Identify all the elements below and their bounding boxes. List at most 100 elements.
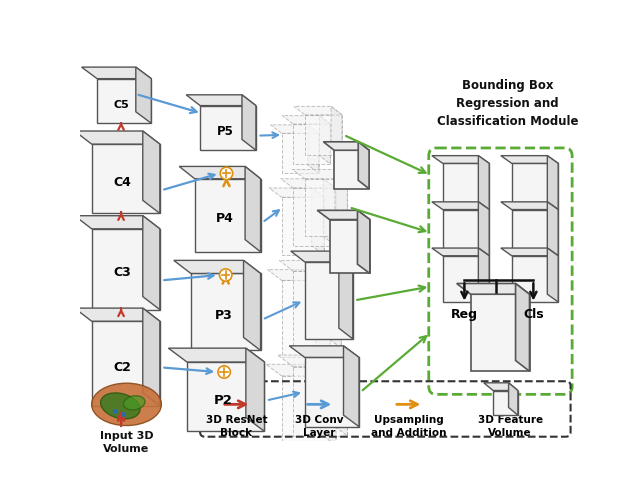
Polygon shape	[187, 362, 264, 431]
Text: 3D Conv
Layer: 3D Conv Layer	[295, 415, 344, 438]
Polygon shape	[320, 364, 336, 445]
Polygon shape	[282, 197, 324, 255]
Polygon shape	[501, 155, 558, 163]
Polygon shape	[335, 169, 348, 237]
Polygon shape	[323, 179, 336, 246]
Polygon shape	[293, 124, 330, 164]
Polygon shape	[501, 202, 558, 209]
Polygon shape	[143, 308, 160, 406]
Polygon shape	[358, 210, 370, 273]
Ellipse shape	[124, 396, 145, 410]
Text: P2: P2	[214, 394, 233, 407]
Polygon shape	[334, 150, 369, 189]
Polygon shape	[443, 209, 489, 256]
Text: C4: C4	[114, 176, 132, 189]
Polygon shape	[246, 348, 264, 431]
Polygon shape	[293, 367, 348, 436]
Polygon shape	[478, 155, 489, 209]
Polygon shape	[282, 376, 336, 445]
Polygon shape	[143, 131, 160, 213]
Text: 3D Feature
Volume: 3D Feature Volume	[477, 415, 543, 438]
Polygon shape	[81, 67, 151, 79]
Polygon shape	[484, 383, 518, 391]
Polygon shape	[97, 79, 151, 123]
Circle shape	[220, 167, 233, 180]
Text: Reg: Reg	[451, 308, 478, 321]
Polygon shape	[242, 95, 256, 150]
Polygon shape	[282, 133, 319, 173]
Polygon shape	[200, 105, 256, 150]
Polygon shape	[269, 188, 324, 197]
Text: Input 3D
Volume: Input 3D Volume	[100, 431, 154, 454]
Polygon shape	[511, 209, 558, 256]
Polygon shape	[316, 270, 330, 357]
Text: P3: P3	[214, 309, 232, 322]
Polygon shape	[344, 346, 359, 427]
Polygon shape	[358, 142, 369, 189]
Polygon shape	[75, 308, 160, 321]
Text: C3: C3	[114, 266, 131, 279]
Polygon shape	[308, 125, 319, 173]
Polygon shape	[516, 284, 529, 371]
Polygon shape	[501, 248, 558, 256]
Polygon shape	[319, 116, 330, 164]
Polygon shape	[136, 67, 151, 123]
Polygon shape	[432, 248, 489, 256]
Polygon shape	[291, 251, 353, 262]
Polygon shape	[244, 260, 260, 350]
Text: Cls: Cls	[523, 308, 544, 321]
Polygon shape	[305, 357, 359, 427]
Polygon shape	[92, 229, 160, 310]
Polygon shape	[278, 355, 348, 367]
Polygon shape	[323, 142, 369, 150]
Polygon shape	[282, 280, 330, 357]
Polygon shape	[143, 216, 160, 310]
Polygon shape	[245, 166, 260, 252]
Polygon shape	[75, 131, 160, 144]
Polygon shape	[293, 271, 341, 348]
Polygon shape	[478, 202, 489, 256]
Polygon shape	[271, 125, 319, 133]
Polygon shape	[266, 364, 336, 376]
Polygon shape	[289, 346, 359, 357]
Polygon shape	[432, 202, 489, 209]
Polygon shape	[92, 321, 160, 406]
Polygon shape	[339, 251, 353, 339]
Polygon shape	[294, 106, 342, 115]
Polygon shape	[279, 260, 341, 271]
Polygon shape	[92, 144, 160, 213]
Polygon shape	[305, 115, 342, 155]
Polygon shape	[493, 391, 518, 415]
Polygon shape	[511, 256, 558, 302]
Polygon shape	[293, 188, 336, 246]
Polygon shape	[327, 260, 341, 348]
Ellipse shape	[100, 393, 140, 419]
Text: Upsampling
and Addition: Upsampling and Addition	[371, 415, 446, 438]
Polygon shape	[174, 260, 260, 273]
Polygon shape	[332, 355, 348, 436]
Polygon shape	[179, 166, 260, 179]
Text: C2: C2	[114, 361, 132, 374]
Polygon shape	[470, 294, 529, 371]
Polygon shape	[168, 348, 264, 362]
Polygon shape	[305, 262, 353, 339]
Ellipse shape	[92, 383, 161, 426]
Polygon shape	[191, 273, 260, 350]
Text: 3D ResNet
Block: 3D ResNet Block	[205, 415, 268, 438]
Polygon shape	[432, 155, 489, 163]
Polygon shape	[330, 220, 370, 273]
Polygon shape	[292, 169, 348, 179]
Polygon shape	[186, 95, 256, 105]
Polygon shape	[547, 248, 558, 302]
Circle shape	[218, 366, 230, 378]
Polygon shape	[305, 179, 348, 237]
Polygon shape	[547, 155, 558, 209]
Text: Bounding Box
Regression and
Classification Module: Bounding Box Regression and Classificati…	[437, 79, 579, 128]
Polygon shape	[331, 106, 342, 155]
Polygon shape	[443, 163, 489, 209]
Polygon shape	[547, 202, 558, 256]
Polygon shape	[282, 116, 330, 124]
Polygon shape	[75, 216, 160, 229]
Text: P5: P5	[217, 125, 234, 138]
Polygon shape	[509, 383, 518, 415]
